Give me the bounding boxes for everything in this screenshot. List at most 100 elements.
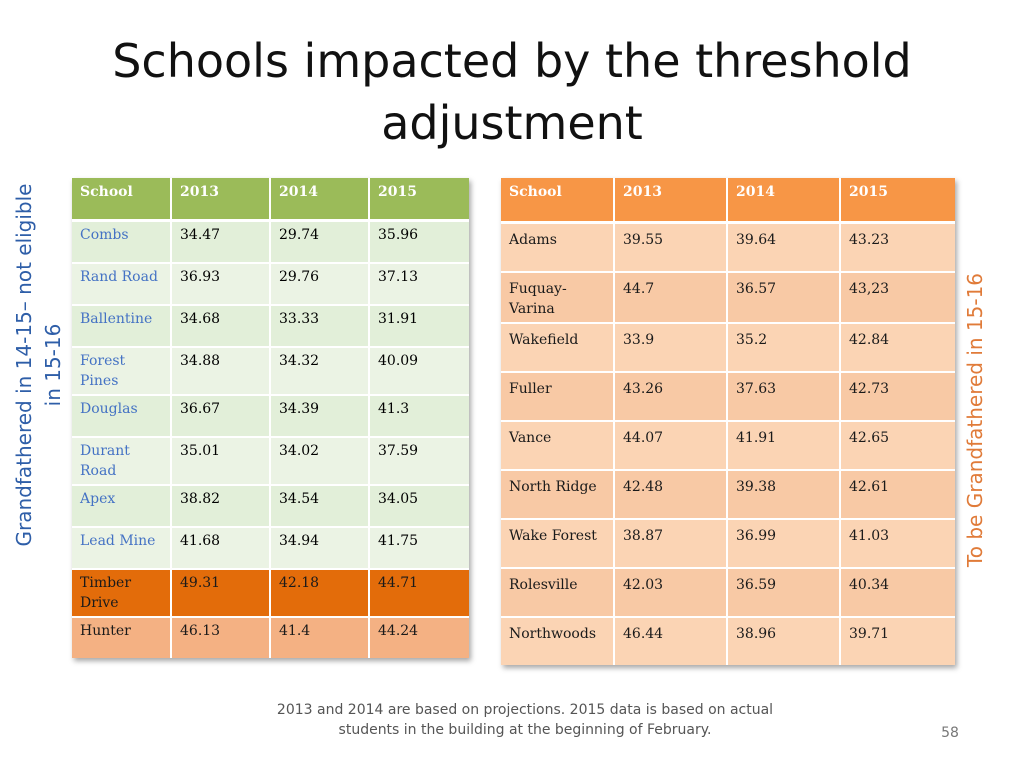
- value-cell: 43,23: [839, 271, 955, 323]
- value-cell: 36.67: [170, 394, 270, 437]
- value-cell: 36.59: [726, 567, 840, 617]
- table-row: Northwoods 46.44 38.96 39.71: [501, 616, 955, 665]
- value-cell: 42.61: [839, 469, 955, 519]
- table-row: Rolesville 42.03 36.59 40.34: [501, 567, 955, 617]
- value-cell: 49.31: [170, 568, 270, 617]
- table-row-highlighted: Hunter 46.13 41.4 44.24: [72, 616, 469, 658]
- right-side-label: To be Grandfathered in 15-16: [958, 230, 992, 610]
- table-row: Ballentine 34.68 33.33 31.91: [72, 304, 469, 347]
- value-cell: 31.91: [368, 304, 469, 347]
- header-cell: 2013: [170, 178, 270, 221]
- table-row: Douglas 36.67 34.39 41.3: [72, 394, 469, 437]
- table-row: Adams 39.55 39.64 43.23: [501, 221, 955, 272]
- page-number: 58: [941, 725, 959, 741]
- table-row: North Ridge 42.48 39.38 42.61: [501, 469, 955, 519]
- value-cell: 41.4: [269, 616, 369, 658]
- school-cell: North Ridge: [501, 469, 614, 519]
- value-cell: 34.68: [170, 304, 270, 347]
- table-row: Combs 34.47 29.74 35.96: [72, 219, 469, 263]
- school-cell: Timber Drive: [72, 568, 171, 617]
- value-cell: 29.76: [269, 262, 369, 305]
- school-cell: Forest Pines: [72, 346, 171, 395]
- value-cell: 44.24: [368, 616, 469, 658]
- value-cell: 39.55: [613, 221, 727, 272]
- school-cell: Durant Road: [72, 436, 171, 485]
- value-cell: 34.02: [269, 436, 369, 485]
- header-cell: School: [501, 178, 614, 223]
- school-cell: Douglas: [72, 394, 171, 437]
- value-cell: 36.57: [726, 271, 840, 323]
- value-cell: 43.23: [839, 221, 955, 272]
- school-cell: Northwoods: [501, 616, 614, 665]
- table-header-row: School 2013 2014 2015: [501, 178, 955, 223]
- school-cell: Rand Road: [72, 262, 171, 305]
- value-cell: 41.75: [368, 526, 469, 569]
- left-schools-table: School 2013 2014 2015 Combs 34.47 29.74 …: [72, 178, 469, 658]
- value-cell: 39.71: [839, 616, 955, 665]
- value-cell: 34.32: [269, 346, 369, 395]
- value-cell: 34.05: [368, 484, 469, 527]
- value-cell: 39.38: [726, 469, 840, 519]
- value-cell: 34.54: [269, 484, 369, 527]
- value-cell: 42.18: [269, 568, 369, 617]
- value-cell: 39.64: [726, 221, 840, 272]
- value-cell: 37.13: [368, 262, 469, 305]
- school-cell: Vance: [501, 420, 614, 470]
- value-cell: 44.7: [613, 271, 727, 323]
- value-cell: 38.96: [726, 616, 840, 665]
- value-cell: 33.9: [613, 322, 727, 372]
- value-cell: 33.33: [269, 304, 369, 347]
- table-row: Forest Pines 34.88 34.32 40.09: [72, 346, 469, 395]
- value-cell: 40.09: [368, 346, 469, 395]
- school-cell: Hunter: [72, 616, 171, 658]
- table-row: Apex 38.82 34.54 34.05: [72, 484, 469, 527]
- table-row: Rand Road 36.93 29.76 37.13: [72, 262, 469, 305]
- value-cell: 36.99: [726, 518, 840, 568]
- value-cell: 44.71: [368, 568, 469, 617]
- value-cell: 38.87: [613, 518, 727, 568]
- value-cell: 43.26: [613, 371, 727, 421]
- value-cell: 34.39: [269, 394, 369, 437]
- value-cell: 40.34: [839, 567, 955, 617]
- value-cell: 34.88: [170, 346, 270, 395]
- school-cell: Adams: [501, 221, 614, 272]
- school-cell: Fuquay-Varina: [501, 271, 614, 323]
- header-cell: 2014: [269, 178, 369, 221]
- table-row-highlighted: Timber Drive 49.31 42.18 44.71: [72, 568, 469, 617]
- school-cell: Fuller: [501, 371, 614, 421]
- value-cell: 42.73: [839, 371, 955, 421]
- header-cell: 2014: [726, 178, 840, 223]
- value-cell: 38.82: [170, 484, 270, 527]
- value-cell: 34.47: [170, 219, 270, 263]
- table-row: Lead Mine 41.68 34.94 41.75: [72, 526, 469, 569]
- table-row: Wakefield 33.9 35.2 42.84: [501, 322, 955, 372]
- value-cell: 35.01: [170, 436, 270, 485]
- table-row: Fuller 43.26 37.63 42.73: [501, 371, 955, 421]
- value-cell: 36.93: [170, 262, 270, 305]
- value-cell: 34.94: [269, 526, 369, 569]
- value-cell: 41.68: [170, 526, 270, 569]
- left-side-label: Grandfathered in 14-15– not eligible in …: [10, 175, 68, 555]
- value-cell: 42.03: [613, 567, 727, 617]
- table-row: Wake Forest 38.87 36.99 41.03: [501, 518, 955, 568]
- header-cell: 2015: [839, 178, 955, 223]
- value-cell: 42.84: [839, 322, 955, 372]
- header-cell: 2015: [368, 178, 469, 221]
- right-side-label-text: To be Grandfathered in 15-16: [963, 272, 987, 568]
- school-cell: Apex: [72, 484, 171, 527]
- header-cell: School: [72, 178, 171, 221]
- value-cell: 37.59: [368, 436, 469, 485]
- right-schools-table: School 2013 2014 2015 Adams 39.55 39.64 …: [501, 178, 955, 665]
- value-cell: 44.07: [613, 420, 727, 470]
- table-row: Durant Road 35.01 34.02 37.59: [72, 436, 469, 485]
- school-cell: Ballentine: [72, 304, 171, 347]
- value-cell: 46.13: [170, 616, 270, 658]
- value-cell: 41.03: [839, 518, 955, 568]
- value-cell: 37.63: [726, 371, 840, 421]
- footnote: 2013 and 2014 are based on projections. …: [276, 702, 774, 738]
- school-cell: Wakefield: [501, 322, 614, 372]
- value-cell: 42.48: [613, 469, 727, 519]
- slide-title: Schools impacted by the threshold adjust…: [112, 34, 912, 150]
- school-cell: Rolesville: [501, 567, 614, 617]
- table-header-row: School 2013 2014 2015: [72, 178, 469, 221]
